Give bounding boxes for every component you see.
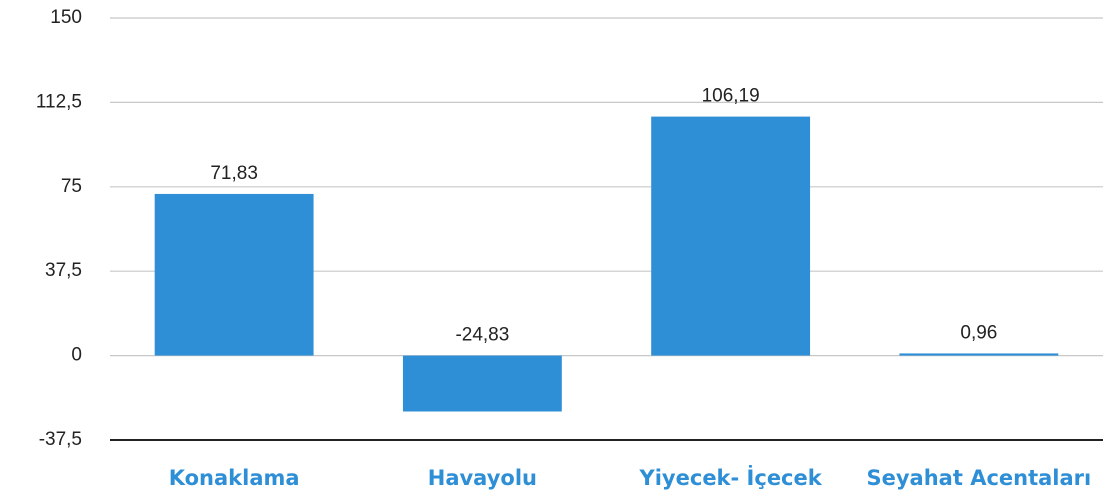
y-tick-label: 37,5	[45, 260, 82, 281]
y-tick-label: 150	[50, 7, 82, 28]
y-tick-label: 0	[71, 345, 82, 366]
data-label: 0,96	[960, 322, 997, 343]
y-tick-label: 75	[61, 176, 82, 197]
bar	[651, 116, 811, 356]
x-tick-label: Konaklama	[169, 466, 300, 490]
bar	[899, 353, 1059, 356]
x-tick-label: Havayolu	[428, 466, 537, 490]
y-tick-label: 112,5	[36, 91, 82, 112]
bar	[154, 193, 314, 356]
data-label: 71,83	[210, 163, 258, 184]
data-label: 106,19	[702, 86, 760, 107]
data-label: -24,83	[455, 325, 509, 346]
y-tick-label: -37,5	[39, 429, 82, 450]
x-tick-label: Yiyecek- İçecek	[639, 465, 823, 490]
x-tick-label: Seyahat Acentaları	[867, 466, 1092, 490]
bar	[402, 355, 562, 412]
